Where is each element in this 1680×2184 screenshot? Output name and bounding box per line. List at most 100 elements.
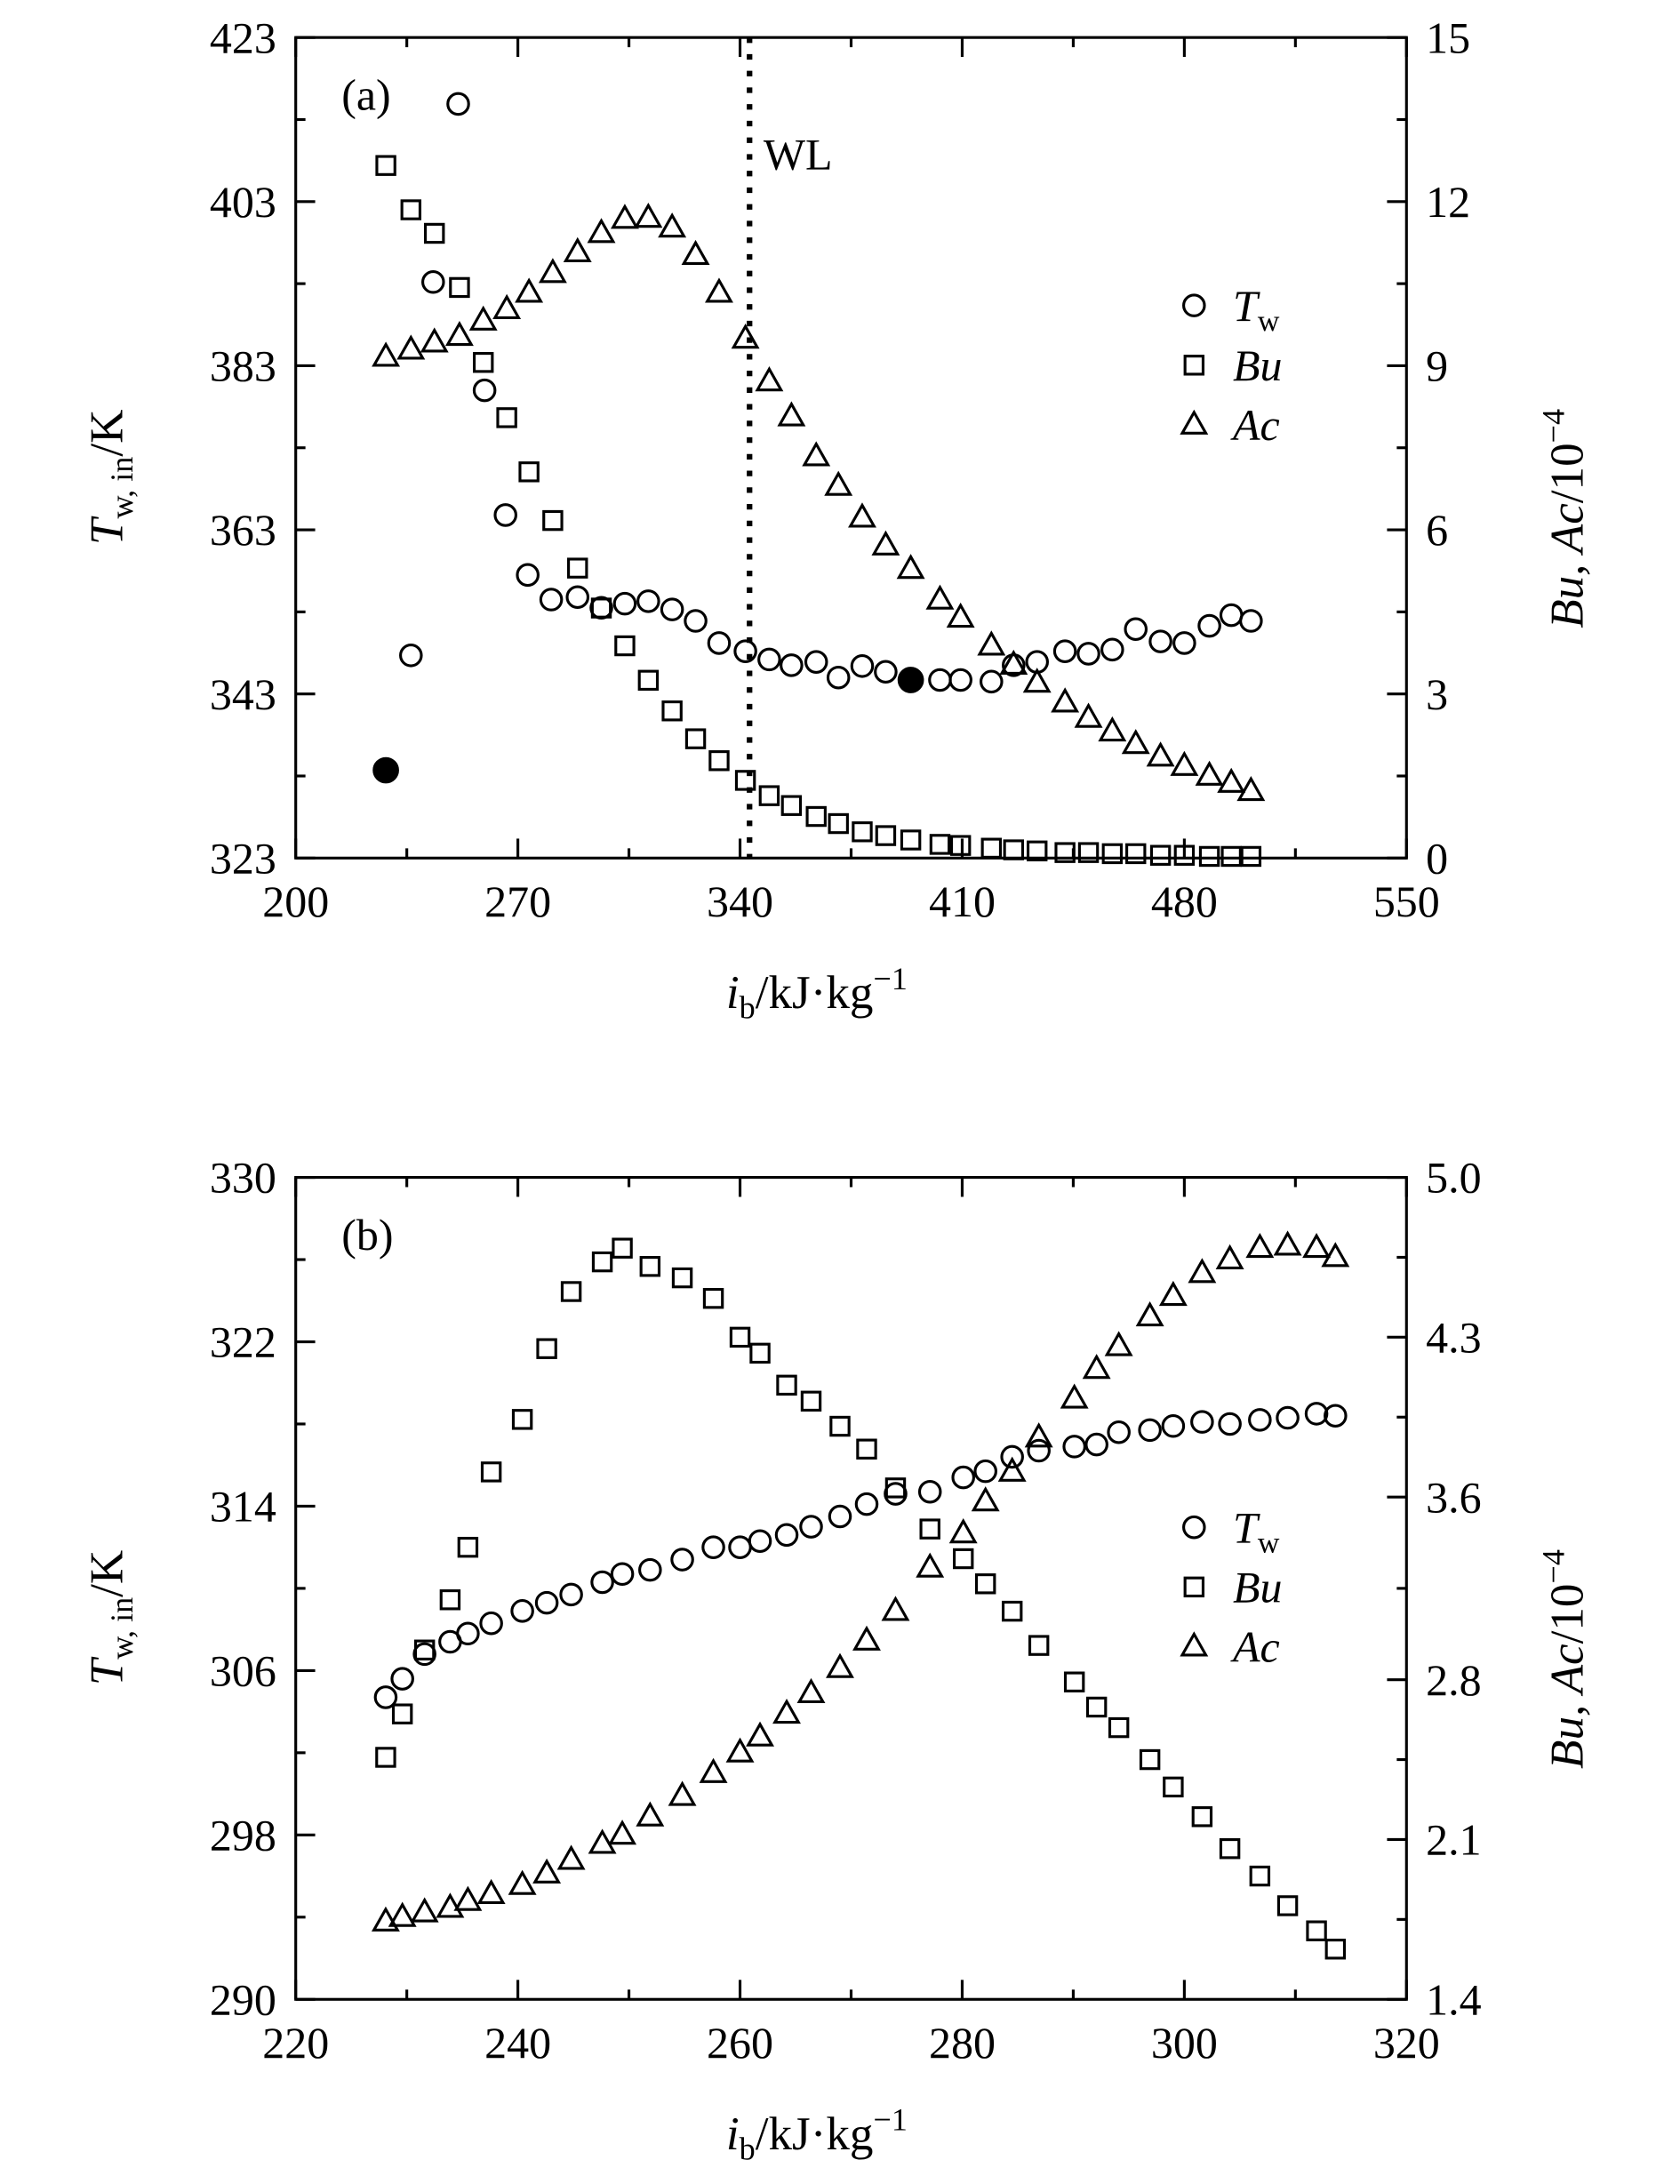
data-point-bu [1028,1635,1050,1656]
data-point-ac [824,470,853,496]
label-sub: w [1258,305,1280,338]
data-point-tw [884,1482,908,1506]
data-point-tw [1219,603,1244,628]
data-point-ac [608,1820,637,1845]
label-main: T [1233,1502,1260,1552]
data-point-tw [1100,637,1124,662]
data-point-bu [472,352,494,373]
y-right-tick-label: 0 [1426,833,1448,883]
data-point-ac [444,320,474,347]
data-point-ac [515,277,544,303]
data-point-bu [496,407,517,428]
data-point-bu [734,770,756,791]
data-point-ac [826,1652,854,1678]
data-point-bu [884,1477,907,1499]
legend-label: Tw [1233,1502,1280,1559]
data-point-ac [1217,767,1246,793]
data-point-bu [1240,845,1262,868]
y-left-tick-label: 363 [210,505,276,555]
data-point-tw [799,1515,823,1539]
data-point-ac [731,324,760,349]
label-rest: /kJ·kg [756,2108,874,2160]
data-point-bu [661,700,683,722]
data-point-ac [588,1828,617,1854]
label-main: Bu, Ac [1542,1644,1594,1769]
y-left-tick-label: 330 [210,1153,276,1203]
data-point-tw [1276,1405,1300,1430]
data-point-ac [1082,1354,1111,1380]
chart-panel-b: 220 240 260 280 300 320 290 298 306 314 322 330 1.4 2… [81,1153,1593,2167]
data-point-tw [534,1590,559,1615]
legend-marker-square [1183,1576,1205,1598]
series-ac [372,203,1266,802]
data-point-tw [493,503,517,527]
series-tw-filled [372,667,924,784]
data-point-bu [1001,1600,1023,1622]
data-point-tw [728,1535,752,1559]
data-point-ac [634,203,663,228]
data-point-ac [946,602,975,628]
x-axis-label: ib/kJ·kg−1 [726,961,908,1026]
data-point-tw [1190,1410,1214,1434]
data-point-ac [1158,1280,1188,1307]
x-tick-label: 280 [929,2018,996,2068]
data-point-ac [668,1780,697,1806]
data-point-tw [1000,1444,1024,1469]
data-point-tw [539,588,564,612]
data-point-ac [538,258,567,284]
chart-panel-a: 200 270 340 410 480 550 323 343 363 383 403 423 0 3 6 9… [81,12,1593,1025]
y-right-tick-label: 5.0 [1426,1153,1481,1203]
data-point-bu [1085,1696,1108,1718]
data-point-bu [439,1589,461,1611]
data-point-tw [589,596,613,620]
data-point-ac [871,530,900,556]
data-point-bu [480,1461,502,1483]
data-point-bu [1173,844,1196,866]
data-point-bu [449,276,470,299]
legend-marker-circle [1182,1515,1206,1540]
data-point-bu [702,1287,724,1309]
label-main: T [81,1656,132,1685]
data-point-bu [856,1438,877,1460]
data-point-ac [610,204,639,229]
data-point-tw [826,665,851,690]
data-point-tw [854,1492,879,1516]
legend-label: Bu [1233,340,1283,390]
data-point-bu [1125,843,1147,865]
data-point-bu [1077,842,1100,863]
data-point-tw [1052,639,1077,663]
legend-marker-circle [1182,293,1206,317]
data-point-bu [1306,1920,1327,1941]
data-point-tw [733,639,757,663]
y-left-tick-label: 322 [210,1317,276,1367]
legend-label: Bu [1233,1563,1283,1612]
data-point-tw [1197,613,1221,638]
data-point-ac [725,1737,755,1763]
data-point-tw [1239,609,1263,633]
y-left-tick-label: 383 [210,341,276,391]
data-point-bu [1003,839,1025,860]
data-point-ac [492,293,522,319]
data-point-ac [796,1677,826,1703]
label-sub: w, in [104,457,140,519]
data-point-ac [1146,741,1175,767]
data-point-ac [563,236,592,262]
data-point-bu [800,1390,822,1412]
data-point-ac [1060,1383,1089,1409]
series-tw [399,92,1263,694]
data-point-tw [928,668,952,692]
y-right-tick-label: 6 [1426,505,1448,555]
data-point-bu [780,795,803,816]
data-point-ac [1273,1230,1302,1256]
data-point-bu [457,1536,479,1558]
data-point-bu [974,1573,996,1595]
data-point-ac [1195,760,1224,786]
data-point-ac [896,554,925,580]
data-point-ac [508,1869,537,1895]
data-point-tw [951,1465,975,1490]
data-point-ac [658,212,687,238]
label-main: i [726,967,740,1019]
label-rest: /10 [1542,443,1594,503]
data-point-bu [1198,845,1220,868]
x-tick-label: 260 [707,2018,773,2068]
